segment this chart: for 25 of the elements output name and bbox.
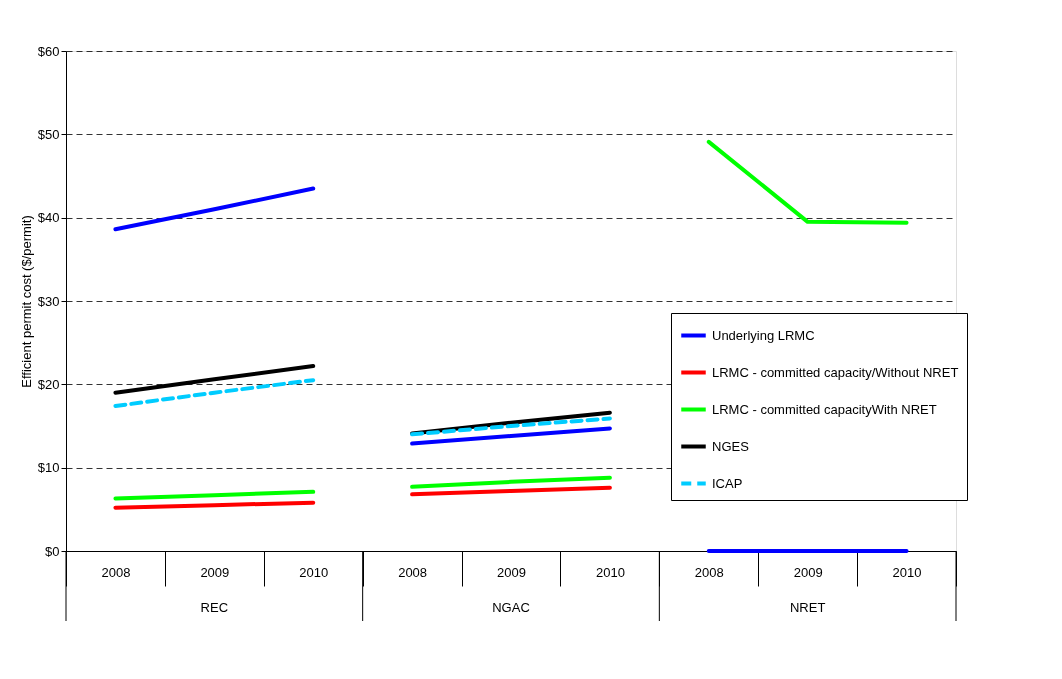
x-tick-label: 2009 [497,564,526,580]
x-tick-label: 2009 [200,564,230,580]
x-tick-label: 2008 [398,564,428,580]
text: NGAC [492,600,530,615]
y-tick-label: $60 [37,43,60,59]
x-tick-label: 2010 [595,564,625,580]
y-axis-title: Efficient permit cost ($/permit) [18,215,34,388]
x-tick-label: 2010 [299,564,329,580]
x-tick-label: 2009 [793,564,823,580]
x-tick-label: 2008 [694,564,724,580]
y-tick-label: $20 [37,376,60,392]
text: NRET [789,600,826,615]
legend-label: Underlying LRMC [712,327,815,343]
y-tick-label: $10 [37,460,60,476]
legend-label: NGES [712,438,750,454]
legend-label: ICAP [712,475,743,491]
y-tick-label: $50 [37,126,60,142]
x-tick-label: 2008 [101,564,131,580]
legend-label: LRMC - committed capacity/Without NRET [712,364,959,380]
text: REC [200,600,229,615]
y-tick-label: $40 [37,210,60,226]
y-tick-label: $30 [37,293,60,309]
x-tick-label: 2010 [892,564,922,580]
legend-label: LRMC - committed capacityWith NRET [712,401,937,417]
y-tick-label: $0 [45,543,60,559]
